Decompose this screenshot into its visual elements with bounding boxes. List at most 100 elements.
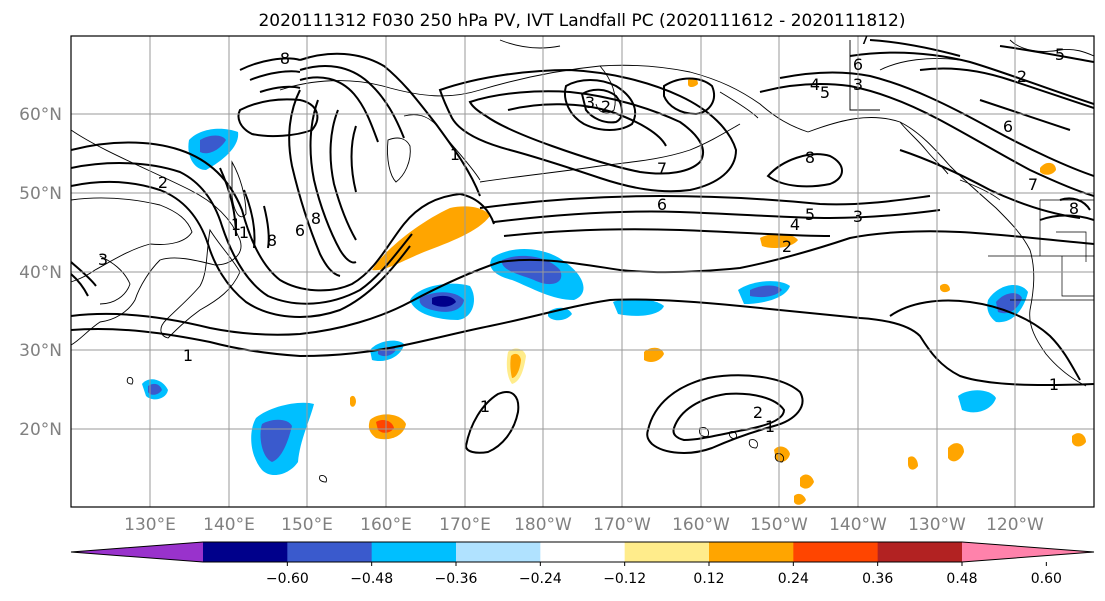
colorbar-extend-high: [962, 542, 1094, 562]
contour-label: 6: [853, 55, 863, 74]
lat-label: 20°N: [19, 420, 62, 440]
positive-anomaly-region: [350, 395, 356, 407]
lat-label: 60°N: [19, 105, 62, 125]
contour-label: 3: [853, 75, 863, 94]
map-frame: [70, 35, 1095, 508]
contour-label: 8: [311, 209, 321, 228]
negative-anomaly-region: [958, 390, 996, 413]
contour-label: 2: [601, 97, 611, 116]
colorbar-tick-label: −0.48: [350, 571, 393, 587]
contour-label: 2: [1017, 67, 1027, 86]
lon-label: 150°E: [281, 515, 333, 535]
map-panel: 8 3 2 1 7 4 5 6 8 3 4 5 3 6 7 8 2 1 1 1: [70, 29, 1095, 508]
colorbar: −0.60 −0.48 −0.36 −0.24 −0.12 0.12 0.24 0.36 0.4…: [70, 541, 1095, 587]
contour-label: 1: [765, 417, 775, 436]
positive-anomaly-region: [794, 493, 806, 505]
lon-label: 180°W: [514, 515, 572, 535]
colorbar-tick-label: −0.12: [603, 571, 646, 587]
contour-label: 3: [98, 250, 108, 269]
contour-label: 8: [280, 49, 290, 68]
colorbar-segments: [71, 542, 1094, 562]
colorbar-tick-label: 0.12: [693, 571, 724, 587]
map-title: 2020111312 F030 250 hPa PV, IVT Landfall…: [258, 11, 905, 31]
contour-label: 3: [853, 207, 863, 226]
positive-anomaly-region: [948, 443, 964, 462]
positive-anomaly-region: [908, 456, 918, 470]
contour-label: 5: [805, 205, 815, 224]
positive-anomaly-region: [1072, 433, 1086, 447]
colorbar-tick-label: 0.36: [862, 571, 893, 587]
colorbar-extend-low: [71, 542, 203, 562]
colorbar-tick-label: 0.60: [1031, 571, 1062, 587]
colorbar-segment: [624, 542, 710, 562]
colorbar-tick-label: −0.60: [266, 571, 309, 587]
contour-label: 2: [782, 237, 792, 256]
contour-label: 8: [805, 148, 815, 167]
positive-anomaly-region: [372, 206, 490, 271]
lat-label: 30°N: [19, 341, 62, 361]
latitude-labels: 60°N 50°N 40°N 30°N 20°N: [19, 105, 62, 440]
negative-anomaly-region: [260, 419, 292, 462]
pv-contours: [71, 39, 1094, 454]
colorbar-segment: [540, 542, 626, 562]
contour-label: 1: [450, 145, 460, 164]
contour-label: 7: [860, 29, 870, 48]
contour-label: 4: [790, 215, 800, 234]
positive-anomaly-region: [644, 347, 664, 362]
contour-label: 6: [1003, 117, 1013, 136]
colorbar-tick-label: 0.24: [778, 571, 809, 587]
lat-label: 40°N: [19, 263, 62, 283]
ivt-shading: [142, 77, 1086, 505]
contour-label: 8: [1069, 199, 1079, 218]
positive-anomaly-region: [800, 474, 814, 489]
colorbar-tick-label: 0.48: [946, 571, 977, 587]
lon-label: 160°W: [672, 515, 730, 535]
lat-label: 50°N: [19, 184, 62, 204]
colorbar-segment: [877, 542, 963, 562]
lon-label: 150°W: [750, 515, 808, 535]
colorbar-segment: [287, 542, 373, 562]
lon-label: 160°E: [360, 515, 412, 535]
positive-anomaly-region: [688, 77, 698, 87]
colorbar-segment: [203, 542, 288, 562]
colorbar-tick-label: −0.36: [435, 571, 478, 587]
positive-anomaly-region: [774, 446, 790, 462]
contour-label: 2: [753, 403, 763, 422]
lon-label: 130°W: [908, 515, 966, 535]
contour-label: 2: [158, 173, 168, 192]
lon-label: 140°W: [829, 515, 887, 535]
negative-anomaly-region: [613, 298, 664, 316]
lon-label: 170°E: [439, 515, 491, 535]
contour-label: 3: [585, 93, 595, 112]
coastlines: [71, 39, 1094, 483]
colorbar-segment: [793, 542, 879, 562]
contour-label: 7: [1028, 175, 1038, 194]
colorbar-segment: [456, 542, 541, 562]
colorbar-ticks: −0.60 −0.48 −0.36 −0.24 −0.12 0.12 0.24 0.36 0.4…: [266, 562, 1062, 587]
contour-label: 6: [657, 195, 667, 214]
contour-label: 8: [267, 231, 277, 250]
contour-labels: 8 3 2 1 7 4 5 6 8 3 4 5 3 6 7 8 2 1 1 1: [98, 29, 1079, 436]
negative-anomaly-region: [148, 383, 162, 395]
graticule: [71, 36, 1094, 507]
positive-anomaly-region: [940, 283, 950, 293]
colorbar-segment: [371, 542, 457, 562]
contour-label: 1: [183, 346, 193, 365]
contour-label: 1: [239, 223, 249, 242]
contour-label: 6: [295, 221, 305, 240]
political-borders: [959, 179, 1094, 301]
lon-label: 120°W: [986, 515, 1044, 535]
positive-anomaly-region: [1040, 162, 1056, 175]
positive-anomaly-region: [510, 353, 521, 378]
contour-label: 4: [810, 75, 820, 94]
contour-label: 1: [231, 215, 241, 234]
negative-anomaly-region: [200, 135, 226, 154]
negative-anomaly-region: [501, 255, 562, 285]
colorbar-outline: [70, 541, 1095, 563]
negative-anomaly-region: [432, 295, 456, 307]
contour-label: 5: [1055, 45, 1065, 64]
colorbar-tick-label: −0.24: [519, 571, 562, 587]
contour-label: 7: [657, 159, 667, 178]
negative-anomaly-region: [750, 285, 782, 298]
